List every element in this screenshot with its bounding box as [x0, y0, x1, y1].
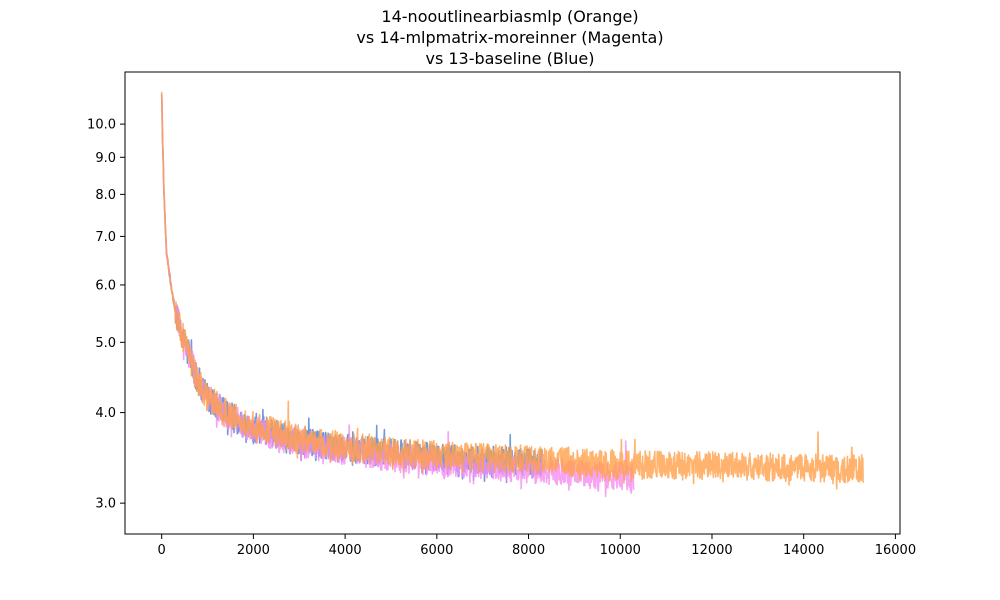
y-tick-label-4: 4.0: [95, 406, 116, 421]
series-line-1: [160, 94, 543, 484]
x-tick-label-4000: 4000: [329, 543, 362, 558]
x-tick-label-12000: 12000: [691, 543, 732, 558]
y-tick-label-6: 6.0: [95, 278, 116, 293]
x-tick-label-2000: 2000: [237, 543, 270, 558]
title-line-2: vs 14-mlpmatrix-moreinner (Magenta): [356, 28, 663, 47]
y-tick-label-10: 10.0: [87, 118, 116, 133]
y-tick-label-7: 7.0: [95, 230, 116, 245]
series-line-2: [160, 95, 635, 498]
y-tick-label-3: 3.0: [95, 497, 116, 512]
x-axis: 0 2000 4000 6000 8000 10000 12000 14000 16000: [158, 534, 916, 558]
series-line-3: [160, 91, 864, 490]
plot-frame: [124, 71, 901, 535]
x-tick-label-10000: 10000: [600, 543, 641, 558]
x-tick-label-14000: 14000: [783, 543, 824, 558]
y-axis: 3.0 4.0 5.0 6.0 7.0 8.0 9.0 10.0: [87, 118, 125, 512]
x-tick-label-16000: 16000: [875, 543, 916, 558]
x-tick-label-6000: 6000: [420, 543, 453, 558]
chart-title: 14-nooutlinearbiasmlp (Orange) vs 14-mlp…: [356, 7, 663, 68]
y-tick-label-8: 8.0: [95, 188, 116, 203]
x-tick-label-8000: 8000: [512, 543, 545, 558]
y-tick-label-9: 9.0: [95, 151, 116, 166]
y-tick-label-5: 5.0: [95, 336, 116, 351]
x-tick-label-0: 0: [158, 543, 166, 558]
title-line-3: vs 13-baseline (Blue): [425, 49, 594, 68]
series-layer: [160, 91, 864, 498]
title-line-1: 14-nooutlinearbiasmlp (Orange): [381, 7, 638, 26]
